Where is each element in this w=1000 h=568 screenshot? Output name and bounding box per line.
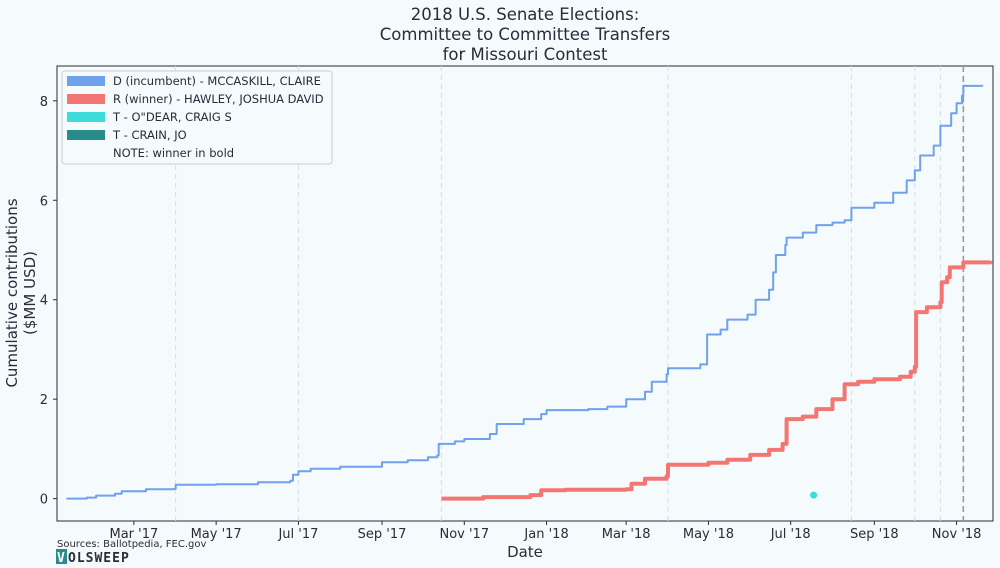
chart-title-line-3: for Missouri Contest [443, 45, 608, 64]
y-axis-title-line-1: Cumulative contributions [3, 198, 21, 387]
plot-frame [56, 65, 994, 522]
x-tick-label: Jul '18 [770, 527, 811, 542]
legend-box [61, 70, 333, 165]
legend-label-0: D (incumbent) - MCCASKILL, CLAIRE [113, 74, 321, 88]
source-note: Sources: Ballotpedia, FEC.gov [57, 539, 206, 550]
chart-title: 2018 U.S. Senate Elections: Committee to… [380, 5, 670, 64]
legend: D (incumbent) - MCCASKILL, CLAIRE R (winn… [61, 70, 333, 165]
chart-title-line-1: 2018 U.S. Senate Elections: [411, 5, 640, 24]
logo-mark: V [57, 551, 66, 566]
y-axis-title: Cumulative contributions ($MM USD) [3, 198, 39, 387]
y-tick-label: 6 [40, 194, 48, 209]
reference-lines [175, 66, 965, 521]
x-tick-label: Jan '18 [523, 527, 568, 542]
x-tick-label: Jul '17 [277, 527, 318, 542]
series-line-1 [441, 260, 993, 501]
volsweep-logo: V OLSWEEP [56, 549, 130, 566]
logo-text: OLSWEEP [68, 551, 130, 566]
x-tick-label: Nov '17 [439, 527, 489, 542]
y-axis-ticks: 0 2 4 6 8 [40, 95, 57, 508]
x-tick-label: May '17 [191, 527, 242, 542]
legend-swatch-2 [67, 112, 105, 122]
series-layer [66, 84, 993, 501]
x-tick-label: Sep '18 [850, 527, 899, 542]
x-tick-label: May '18 [683, 527, 734, 542]
x-axis-ticks: Mar '17 May '17 Jul '17 Sep '17 Nov '17 Jan '… [109, 521, 981, 542]
y-tick-label: 2 [40, 393, 48, 408]
legend-label-2: T - O"DEAR, CRAIG S [112, 110, 232, 124]
chart-title-line-2: Committee to Committee Transfers [380, 25, 670, 44]
x-tick-label: Mar '18 [602, 527, 651, 542]
x-tick-label: Nov '18 [932, 527, 982, 542]
x-axis-title: Date [507, 543, 543, 561]
y-tick-label: 0 [40, 493, 48, 508]
x-tick-label: Sep '17 [358, 527, 407, 542]
y-axis-title-line-2: ($MM USD) [21, 251, 39, 335]
y-tick-label: 4 [40, 294, 48, 309]
series-line-0 [66, 84, 984, 500]
legend-note: NOTE: winner in bold [113, 146, 234, 160]
legend-swatch-1 [67, 94, 105, 104]
y-tick-label: 8 [40, 95, 48, 110]
legend-label-3: T - CRAIN, JO [112, 128, 187, 142]
legend-label-1: R (winner) - HAWLEY, JOSHUA DAVID [113, 92, 324, 106]
legend-swatch-0 [67, 76, 105, 86]
legend-swatch-3 [67, 130, 105, 140]
logo-mark-box [56, 549, 67, 564]
series-point-2 [810, 491, 818, 499]
x-tick-label: Mar '17 [109, 527, 158, 542]
